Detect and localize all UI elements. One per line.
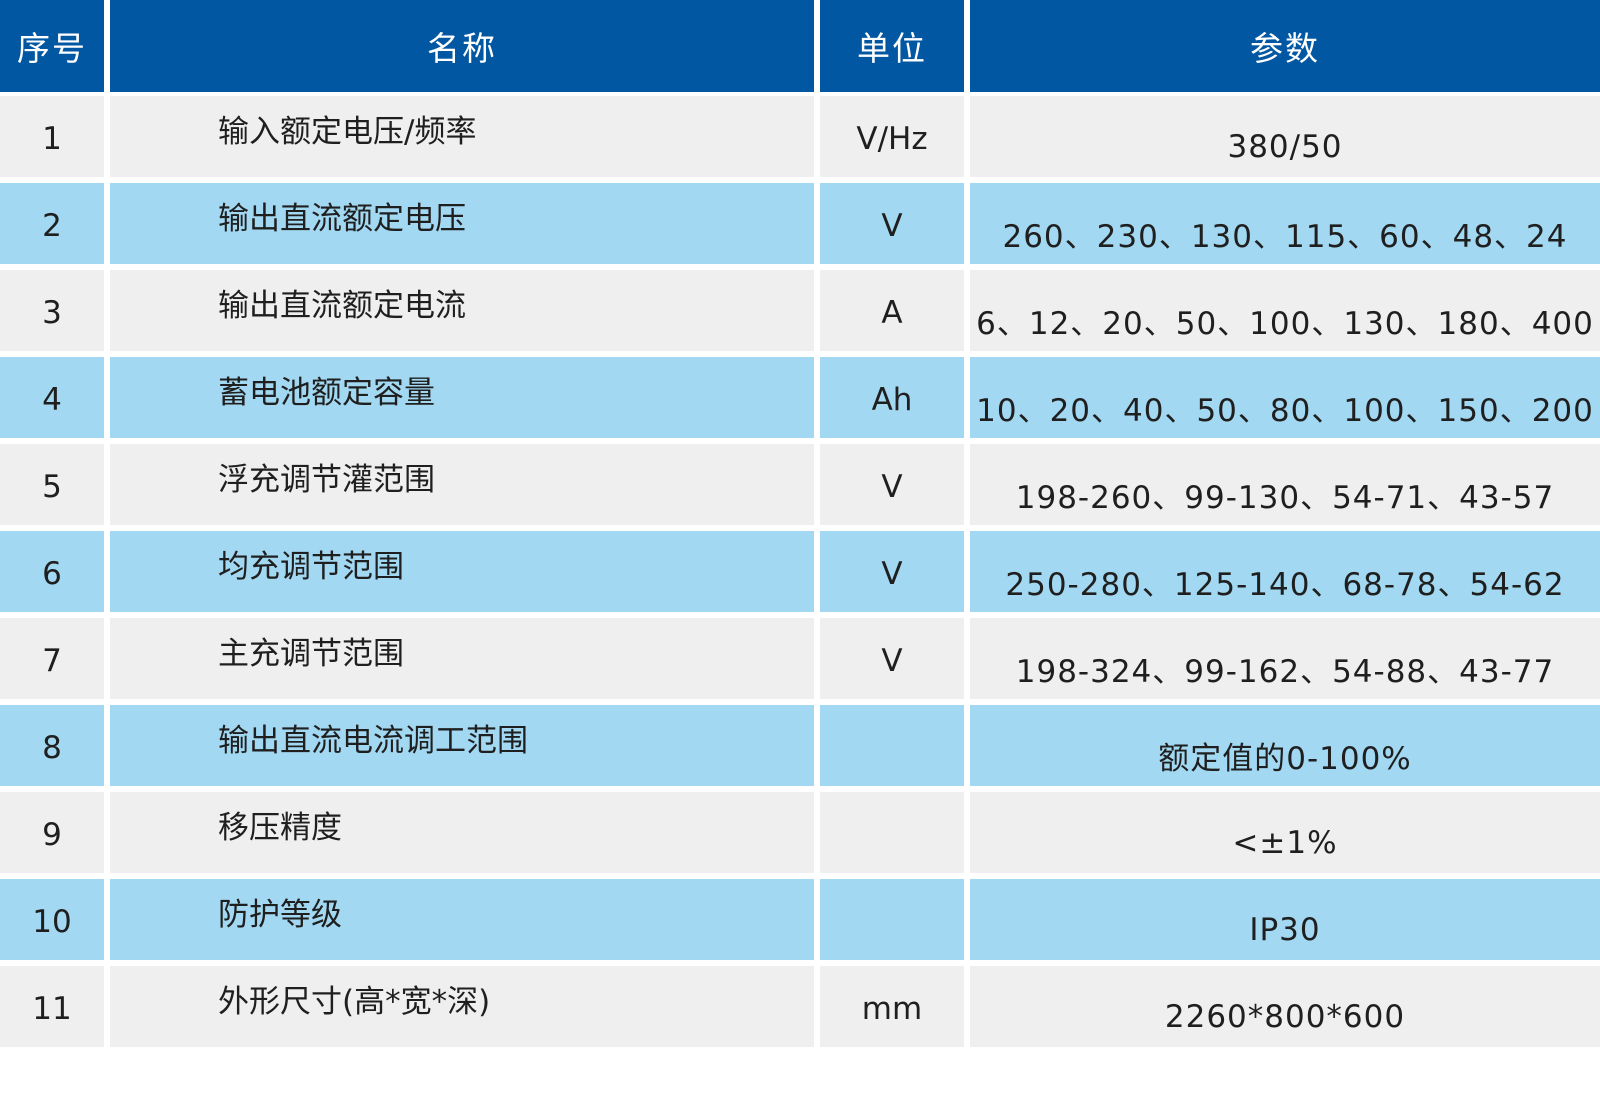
row-param: 198-324、99-162、54-88、43-77	[1015, 654, 1555, 690]
row-name: 输出直流额定电流	[218, 288, 466, 324]
row-no: 9	[42, 816, 62, 853]
table-row: 7 主充调节范围 V 198-324、99-162、54-88、43-77	[0, 618, 1600, 705]
header-unit: 单位	[820, 0, 970, 92]
table-row: 8 输出直流电流调工范围 额定值的0-100%	[0, 705, 1600, 792]
row-unit: V/Hz	[856, 120, 928, 157]
row-param: 198-260、99-130、54-71、43-57	[1015, 480, 1555, 516]
row-no: 10	[32, 903, 72, 940]
row-name: 均充调节范围	[218, 549, 404, 585]
row-unit: V	[881, 207, 903, 244]
row-unit: A	[881, 294, 903, 331]
row-name: 防护等级	[218, 897, 342, 933]
row-name: 移压精度	[218, 810, 342, 846]
row-name: 输入额定电压/频率	[218, 114, 477, 150]
row-param: 380/50	[1227, 128, 1343, 165]
row-unit: V	[881, 642, 903, 679]
row-name: 外形尺寸(高*宽*深)	[218, 984, 491, 1020]
table-row: 9 移压精度 <±1%	[0, 792, 1600, 879]
spec-table: 序号 名称 单位 参数 1 输入额定电压/频率 V/Hz 380/50 2 输出…	[0, 0, 1600, 1053]
row-no: 1	[42, 120, 62, 157]
table-row: 11 外形尺寸(高*宽*深) mm 2260*800*600	[0, 966, 1600, 1053]
row-no: 8	[42, 729, 62, 766]
row-no: 5	[42, 468, 62, 505]
header-param: 参数	[1250, 29, 1320, 68]
header-no: 序号	[0, 0, 110, 92]
row-no: 7	[42, 642, 62, 679]
table-row: 10 防护等级 IP30	[0, 879, 1600, 966]
row-param: 260、230、130、115、60、48、24	[1002, 219, 1568, 255]
row-param: 额定值的0-100%	[1158, 741, 1412, 777]
row-no: 11	[32, 990, 72, 1027]
row-name: 输出直流额定电压	[218, 201, 466, 237]
row-no: 4	[42, 381, 62, 418]
row-no: 3	[42, 294, 62, 331]
row-unit: mm	[861, 990, 923, 1027]
row-param: 6、12、20、50、100、130、180、400	[976, 306, 1594, 342]
header-name: 名称	[110, 0, 820, 92]
table-row: 3 输出直流额定电流 A 6、12、20、50、100、130、180、400	[0, 270, 1600, 357]
row-name: 输出直流电流调工范围	[218, 723, 528, 759]
row-unit: V	[881, 555, 903, 592]
row-param: 2260*800*600	[1164, 998, 1406, 1035]
row-param: IP30	[1249, 911, 1321, 948]
table-header-row: 序号 名称 单位 参数	[0, 0, 1600, 96]
row-param: <±1%	[1232, 824, 1338, 861]
row-no: 6	[42, 555, 62, 592]
table-row: 1 输入额定电压/频率 V/Hz 380/50	[0, 96, 1600, 183]
row-name: 主充调节范围	[218, 636, 404, 672]
table-row: 5 浮充调节灌范围 V 198-260、99-130、54-71、43-57	[0, 444, 1600, 531]
row-unit: Ah	[871, 381, 913, 418]
row-unit: V	[881, 468, 903, 505]
row-no: 2	[42, 207, 62, 244]
table-row: 4 蓄电池额定容量 Ah 10、20、40、50、80、100、150、200	[0, 357, 1600, 444]
row-param: 250-280、125-140、68-78、54-62	[1005, 567, 1565, 603]
row-param: 10、20、40、50、80、100、150、200	[976, 393, 1594, 429]
row-name: 蓄电池额定容量	[218, 375, 435, 411]
table-row: 6 均充调节范围 V 250-280、125-140、68-78、54-62	[0, 531, 1600, 618]
table-row: 2 输出直流额定电压 V 260、230、130、115、60、48、24	[0, 183, 1600, 270]
row-name: 浮充调节灌范围	[218, 462, 435, 498]
